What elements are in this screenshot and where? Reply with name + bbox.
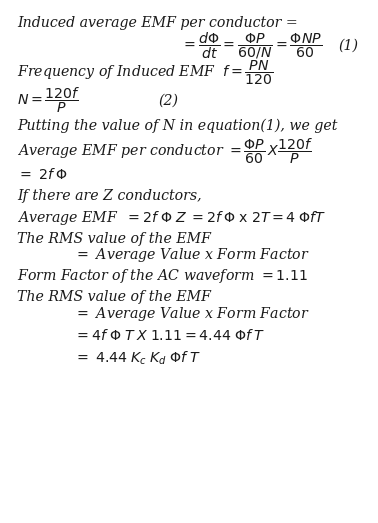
Text: $=$ Average Value x Form Factor: $=$ Average Value x Form Factor [74,305,309,323]
Text: Induced average EMF per conductor =: Induced average EMF per conductor = [17,16,298,30]
Text: The RMS value of the EMF: The RMS value of the EMF [17,232,211,246]
Text: $=$ Average Value x Form Factor: $=$ Average Value x Form Factor [74,246,309,264]
Text: If there are Z conductors,: If there are Z conductors, [17,189,201,202]
Text: $= 4f\;\Phi\; T\; X\; 1.11 = 4.44\;\Phi f\; T$: $= 4f\;\Phi\; T\; X\; 1.11 = 4.44\;\Phi … [74,328,265,343]
Text: Form Factor of the AC waveform $= 1.11$: Form Factor of the AC waveform $= 1.11$ [17,267,308,285]
Text: $= \dfrac{d\Phi}{dt} = \dfrac{\Phi P}{60/N} = \dfrac{\Phi NP}{60}$: $= \dfrac{d\Phi}{dt} = \dfrac{\Phi P}{60… [181,31,322,61]
Text: The RMS value of the EMF: The RMS value of the EMF [17,290,211,304]
Text: Putting the value of N in equation(1), we get: Putting the value of N in equation(1), w… [17,118,338,133]
Text: (2): (2) [159,94,179,107]
Text: $N = \dfrac{120f}{P}$: $N = \dfrac{120f}{P}$ [17,86,81,115]
Text: Average EMF  $= 2f\;\Phi\; Z\; = 2f\;\Phi\; \mathrm{x}\; 2T = 4\;\Phi fT$: Average EMF $= 2f\;\Phi\; Z\; = 2f\;\Phi… [17,209,327,226]
Text: (1): (1) [338,39,358,53]
Text: Frequency of Induced EMF  $f = \dfrac{PN}{120}$: Frequency of Induced EMF $f = \dfrac{PN}… [17,59,274,87]
Text: $=\; 4.44\; K_c\; K_d\; \Phi f\; T$: $=\; 4.44\; K_c\; K_d\; \Phi f\; T$ [74,350,200,368]
Text: Average EMF per conductor $= \dfrac{\Phi P}{60}\,X\dfrac{120f}{P}$: Average EMF per conductor $= \dfrac{\Phi… [17,137,313,166]
Text: $=\; 2f\;\Phi$: $=\; 2f\;\Phi$ [17,167,68,181]
